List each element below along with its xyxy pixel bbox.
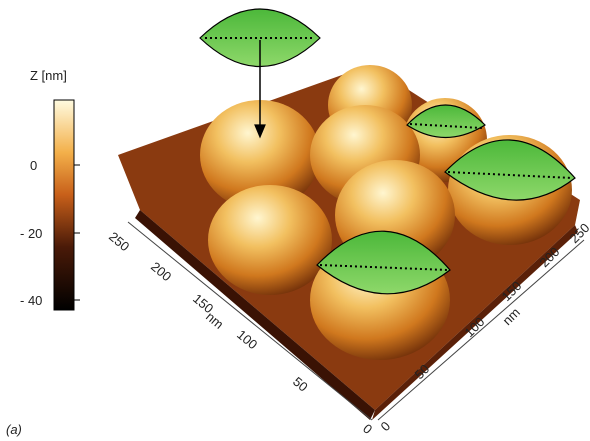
- left-axis-tick: 100: [234, 327, 260, 352]
- colorbar-title: Z [nm]: [30, 68, 67, 83]
- axis-line: [377, 239, 585, 421]
- left-axis-tick: 0: [360, 421, 375, 437]
- right-axis-tick: 0: [378, 418, 394, 434]
- axis-line: [127, 221, 373, 421]
- right-axis-label: nm: [500, 305, 523, 328]
- panel-label: (a): [6, 422, 22, 437]
- surface-edge: [372, 225, 578, 420]
- colorbar-tick: - 20: [20, 226, 42, 241]
- left-axis-tick: 50: [290, 374, 311, 395]
- left-axis-tick: 250: [106, 229, 132, 254]
- left-axis-tick: 200: [148, 259, 174, 284]
- colorbar-tick: 0: [30, 158, 37, 173]
- colorbar: [53, 99, 75, 311]
- lens-annotations: [199, 8, 576, 295]
- surface-edge: [135, 210, 375, 420]
- colorbar-tick: - 40: [20, 293, 42, 308]
